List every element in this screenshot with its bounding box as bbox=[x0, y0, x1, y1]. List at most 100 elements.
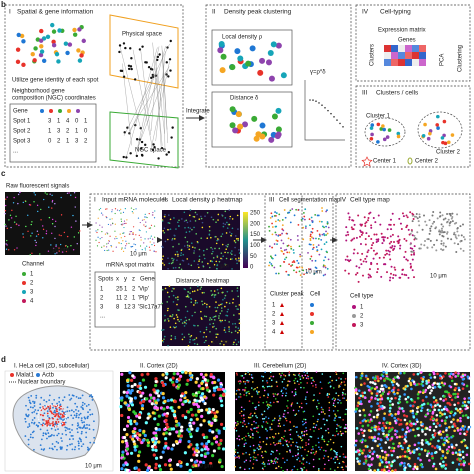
label: Spatial & gene information bbox=[17, 9, 94, 16]
spot bbox=[296, 468, 299, 471]
spot bbox=[83, 402, 86, 405]
spot bbox=[445, 433, 449, 437]
spot bbox=[317, 437, 320, 440]
spot bbox=[347, 212, 350, 215]
spot bbox=[47, 419, 50, 422]
spot bbox=[468, 390, 471, 393]
spot bbox=[361, 395, 365, 398]
spot bbox=[203, 291, 205, 294]
spot bbox=[190, 334, 193, 337]
link bbox=[122, 63, 132, 146]
spot bbox=[60, 405, 62, 408]
spot bbox=[180, 318, 182, 321]
spot bbox=[27, 408, 30, 411]
spot bbox=[236, 420, 239, 423]
spot bbox=[444, 456, 447, 460]
spot bbox=[436, 126, 440, 130]
spot bbox=[203, 257, 206, 260]
matrix-cell bbox=[412, 59, 419, 66]
spot bbox=[368, 385, 371, 389]
spot bbox=[290, 444, 292, 447]
spot bbox=[410, 230, 413, 233]
spot bbox=[275, 126, 282, 133]
spot bbox=[421, 439, 424, 442]
spot bbox=[144, 249, 147, 251]
spot bbox=[327, 428, 329, 430]
spot bbox=[184, 371, 188, 375]
label: Distance δ heatmap bbox=[176, 279, 230, 285]
spot bbox=[391, 244, 394, 247]
spot bbox=[27, 414, 30, 416]
spot bbox=[432, 429, 436, 432]
spot bbox=[324, 412, 326, 415]
spot bbox=[222, 225, 225, 228]
spot bbox=[454, 375, 457, 378]
spot bbox=[370, 224, 373, 227]
spot bbox=[219, 394, 223, 398]
label: Local density ρ bbox=[222, 35, 263, 41]
spot bbox=[124, 235, 126, 238]
spot bbox=[334, 417, 336, 420]
spot bbox=[292, 251, 295, 254]
spot bbox=[135, 208, 137, 210]
spot bbox=[405, 226, 408, 229]
spot bbox=[319, 234, 321, 237]
spot bbox=[440, 248, 443, 251]
spot bbox=[201, 433, 205, 437]
spot bbox=[168, 262, 171, 265]
spot bbox=[133, 448, 137, 452]
spot bbox=[58, 234, 61, 236]
spot bbox=[6, 239, 8, 242]
spot bbox=[169, 39, 172, 43]
type-dot bbox=[352, 323, 356, 327]
spot bbox=[213, 296, 216, 298]
spot bbox=[371, 457, 375, 460]
link bbox=[135, 46, 166, 156]
spot bbox=[213, 388, 217, 393]
table-cell: 1 bbox=[132, 296, 136, 302]
spot bbox=[69, 398, 71, 401]
spot bbox=[462, 459, 466, 463]
spot bbox=[303, 273, 305, 276]
spot bbox=[411, 404, 415, 408]
spot bbox=[373, 377, 377, 381]
spot bbox=[303, 434, 306, 437]
spot bbox=[317, 469, 320, 472]
spot bbox=[420, 441, 424, 445]
spot bbox=[401, 446, 405, 450]
spot bbox=[89, 413, 92, 416]
spot bbox=[118, 50, 121, 54]
spot bbox=[326, 222, 329, 225]
spot bbox=[195, 337, 198, 339]
spot bbox=[216, 378, 221, 382]
spot bbox=[242, 389, 244, 391]
spot bbox=[131, 430, 135, 434]
spot bbox=[301, 469, 303, 472]
spot bbox=[415, 212, 418, 215]
spot bbox=[220, 320, 222, 323]
spot bbox=[444, 419, 447, 423]
spot bbox=[279, 234, 282, 236]
spot bbox=[283, 435, 285, 438]
spot bbox=[144, 463, 148, 467]
spot bbox=[48, 399, 51, 402]
spot bbox=[383, 379, 386, 382]
spot bbox=[378, 390, 382, 393]
spot bbox=[248, 373, 251, 376]
spot bbox=[75, 408, 77, 411]
spot bbox=[201, 303, 204, 306]
star bbox=[361, 156, 373, 167]
spot bbox=[168, 285, 171, 288]
spot bbox=[327, 440, 330, 443]
gene-dot bbox=[49, 109, 53, 113]
spot bbox=[91, 413, 94, 416]
spot bbox=[302, 463, 305, 465]
spot bbox=[417, 433, 420, 437]
spot bbox=[380, 232, 383, 235]
table-cell: ... bbox=[13, 149, 18, 155]
spot bbox=[467, 400, 470, 404]
spot bbox=[106, 232, 108, 234]
spot bbox=[189, 287, 192, 289]
spot bbox=[135, 422, 139, 426]
legend-dot bbox=[10, 373, 14, 377]
